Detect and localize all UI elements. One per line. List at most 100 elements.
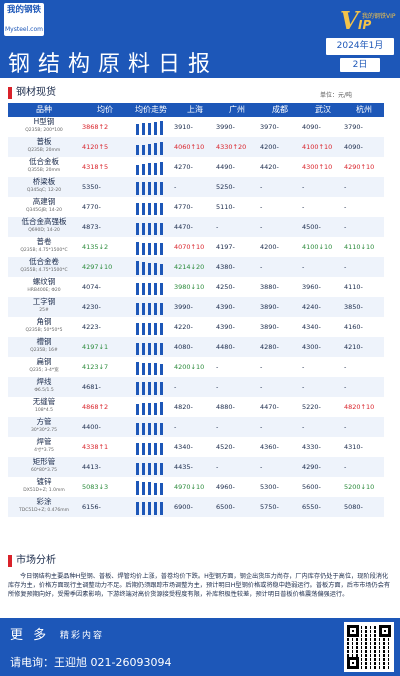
product-spec: Q355B; 20mm [27, 168, 61, 173]
trend-cell [128, 317, 174, 337]
city-price: 4200↓10 [174, 363, 205, 371]
table-row[interactable]: 工字钢 25# 4230- 3990- 4390- 3890- 4240- 3850- [8, 297, 384, 317]
average-price: 4297↓10 [82, 263, 113, 271]
city-price: 4820↑10 [344, 403, 375, 411]
table-row[interactable]: 扁钢 Q235; 3-4*宽 4123↓7 4200↓10 - - - - [8, 357, 384, 377]
trend-cell [128, 417, 174, 437]
more-label: 更 多 [10, 628, 50, 643]
table-row[interactable]: 低合金卷 Q355B; 4.75*1500*C 4297↓10 4214↓20 4380… [8, 257, 384, 277]
trend-bar [142, 262, 145, 275]
table-row[interactable]: 无缝管 108*4.5 4868↑2 4820- 4880- 4470- 5220- 4820… [8, 397, 384, 417]
product-name: 低合金卷 [29, 257, 59, 266]
table-row[interactable]: 方管 30*30*2.75 4400- - - - - - [8, 417, 384, 437]
product-cell: 桥梁板 Q345qC; 12-20 [8, 177, 80, 197]
product-spec: 108*4.5 [35, 408, 53, 413]
table-row[interactable]: 螺纹钢 HRB400E; Φ20 4074- 3980↓10 4250- 3880- 396… [8, 277, 384, 297]
trend-bar [160, 264, 163, 275]
city-price: 3970- [260, 123, 279, 131]
vip-v-glyph: V [340, 6, 359, 35]
table-row[interactable]: 焊管 4寸*3.75 4338↑1 4340- 4520- 4360- 4330- 4310- [8, 437, 384, 457]
table-row[interactable]: 低合金高强板 Q690D; 14-20 4873- 4470- - - 4500- - [8, 217, 384, 237]
product-spec: Q345qC; 12-20 [26, 188, 62, 193]
average-price: 4400- [82, 423, 101, 431]
trend-bar [142, 283, 145, 295]
city-price: 5750- [260, 503, 279, 511]
city-price: 4100↓10 [302, 243, 333, 251]
city-price: 3790- [344, 123, 363, 131]
city-price: 5200↓10 [344, 483, 375, 491]
city-price: 4240- [302, 303, 321, 311]
city-price: 4435- [174, 463, 193, 471]
product-spec: Q235B; 50*50*5 [25, 328, 63, 333]
table-row[interactable]: 彩涂 TDC51D+Z; 0.476mm 6156- 6900- 6500- 5750- 6… [8, 497, 384, 517]
trend-bar [154, 163, 157, 175]
city-price: 4060↑10 [174, 143, 205, 151]
logo-cn-text: 我的钢铁 [6, 5, 41, 15]
trend-bar [148, 182, 151, 195]
table-row[interactable]: 普卷 Q235B; 4.75*1500*C 4135↓2 4070↑10 4197- 42… [8, 237, 384, 257]
trend-bar [142, 343, 145, 355]
trend-bar [136, 261, 139, 275]
trend-sparkline [136, 219, 166, 235]
city-price: - [216, 223, 219, 231]
table-row[interactable]: 矩形管 60*80*3.75 4413- 4435- - - 4290- - [8, 457, 384, 477]
page-title: 钢结构原料日报 [8, 52, 219, 77]
qr-code-icon[interactable] [344, 622, 394, 672]
table-row[interactable]: 角钢 Q235B; 50*50*5 4223- 4220- 4390- 3890- 4340… [8, 317, 384, 337]
table-row[interactable]: 镀锌 DX51D+Z; 1.0mm 5083↓3 4970↓10 4960- 5300- 5… [8, 477, 384, 497]
city-price: 5080- [344, 503, 363, 511]
product-spec: Q235; 3-4*宽 [29, 368, 59, 373]
trend-bar [154, 143, 157, 155]
product-spec: Q235B; 200*100 [25, 128, 63, 133]
city-price: 4090- [302, 123, 321, 131]
average-price: 3868↑2 [82, 123, 109, 131]
contact-info[interactable]: 请电询：王迎旭 021-26093094 [10, 656, 172, 669]
city-price: 4197- [216, 243, 235, 251]
table-row[interactable]: H型钢 Q235B; 200*100 3868↑2 3910- 3990- 3970- 40… [8, 117, 384, 137]
product-name: 低合金高强板 [21, 217, 67, 226]
table-body: H型钢 Q235B; 200*100 3868↑2 3910- 3990- 3970- 40… [8, 117, 384, 517]
city-price: 4470- [174, 223, 193, 231]
table-row[interactable]: 槽钢 Q235B; 16# 4197↓1 4080- 4480- 4280- 4300- 42… [8, 337, 384, 357]
trend-bar [160, 402, 163, 415]
trend-bar [142, 382, 145, 395]
trend-bar [154, 443, 157, 455]
trend-sparkline [136, 499, 166, 515]
product-cell: 镀锌 DX51D+Z; 1.0mm [8, 477, 80, 497]
average-price: 4338↑1 [82, 443, 109, 451]
trend-bar [160, 303, 163, 315]
city-price: - [260, 383, 263, 391]
trend-bar [154, 382, 157, 395]
trend-bar [136, 423, 139, 435]
city-price: - [344, 463, 347, 471]
table-row[interactable]: 焊线 Φ6.5/1.5 4681- - - - - - [8, 377, 384, 397]
city-price: - [260, 363, 263, 371]
product-cell: 矩形管 60*80*3.75 [8, 457, 80, 477]
city-price: 3910- [174, 123, 193, 131]
average-price: 4873- [82, 223, 101, 231]
trend-bar [160, 223, 163, 235]
trend-bar [136, 283, 139, 295]
table-row[interactable]: 普板 Q235B; 20mm 4120↑5 4060↑10 4330↑20 4200- 41… [8, 137, 384, 157]
mysteel-logo[interactable]: 我的钢铁 Mysteel.com [4, 3, 44, 36]
price-unit: 单位：元/吨 [320, 92, 353, 99]
trend-bar [148, 463, 151, 475]
city-price: - [260, 423, 263, 431]
product-name: 普板 [36, 137, 52, 146]
trend-bar [154, 122, 157, 135]
table-row[interactable]: 低合金板 Q355B; 20mm 4318↑5 4270- 4490- 4420- 4300… [8, 157, 384, 177]
city-price: 4310- [344, 443, 363, 451]
city-price: 6500- [216, 503, 235, 511]
table-row[interactable]: 高建钢 Q345GJB; 14-20 4770- 4770- 5110- - - - [8, 197, 384, 217]
trend-bar [160, 283, 163, 295]
qr-pattern [347, 625, 391, 669]
table-row[interactable]: 桥梁板 Q345qC; 12-20 5350- - 5250- - - - [8, 177, 384, 197]
column-header: 品种 [36, 105, 52, 114]
trend-bar [136, 404, 139, 415]
trend-bar [148, 443, 151, 455]
product-name: 螺纹钢 [32, 277, 56, 286]
city-price: 3980↓10 [174, 283, 205, 291]
city-price: 4520- [216, 443, 235, 451]
trend-bar [160, 502, 163, 515]
trend-sparkline [136, 379, 166, 395]
